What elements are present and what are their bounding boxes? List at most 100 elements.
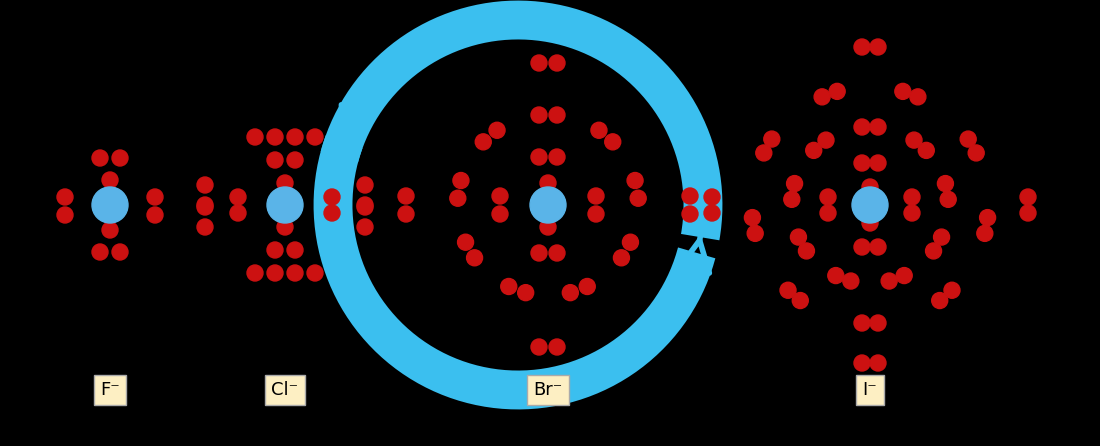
Circle shape [197,199,213,215]
Circle shape [820,205,836,221]
Circle shape [934,229,949,245]
Circle shape [805,142,822,158]
Circle shape [549,55,565,71]
Circle shape [870,119,886,135]
Circle shape [854,39,870,55]
Circle shape [358,177,373,193]
Circle shape [324,205,340,221]
Circle shape [862,215,878,231]
Circle shape [475,134,492,150]
Circle shape [881,273,898,289]
Circle shape [854,315,870,331]
Circle shape [531,107,547,123]
Circle shape [358,197,373,213]
Circle shape [549,339,565,355]
Circle shape [977,225,993,241]
Circle shape [287,242,303,258]
Circle shape [870,315,886,331]
Circle shape [780,282,796,298]
Circle shape [549,245,565,261]
Circle shape [630,190,646,206]
Circle shape [531,245,547,261]
Circle shape [307,129,323,145]
Circle shape [490,122,505,138]
Circle shape [358,219,373,235]
Circle shape [267,152,283,168]
Circle shape [745,210,760,226]
Circle shape [896,268,912,284]
Circle shape [102,172,118,188]
Circle shape [682,188,698,204]
Circle shape [458,234,474,250]
Circle shape [932,293,948,309]
Circle shape [820,189,836,205]
Circle shape [627,173,644,189]
Circle shape [894,83,911,99]
Text: Cl⁻: Cl⁻ [272,381,298,399]
Circle shape [147,189,163,205]
Circle shape [398,206,414,222]
Circle shape [944,282,960,298]
Circle shape [453,173,469,189]
Circle shape [248,265,263,281]
Circle shape [791,229,806,245]
Circle shape [398,188,414,204]
Circle shape [112,150,128,166]
Circle shape [870,239,886,255]
Circle shape [147,207,163,223]
Circle shape [818,132,834,148]
Circle shape [605,134,620,150]
Circle shape [450,190,465,206]
Circle shape [531,339,547,355]
Circle shape [530,187,566,223]
Circle shape [814,89,830,105]
Circle shape [307,265,323,281]
Circle shape [267,129,283,145]
Circle shape [704,189,720,205]
Circle shape [1020,205,1036,221]
Circle shape [763,131,780,147]
Circle shape [925,243,942,259]
Circle shape [230,189,246,205]
Circle shape [786,176,803,192]
Circle shape [197,219,213,235]
Circle shape [92,150,108,166]
Circle shape [549,149,565,165]
Circle shape [57,189,73,205]
Circle shape [277,175,293,191]
Circle shape [588,188,604,204]
Circle shape [358,199,373,215]
Circle shape [614,250,629,266]
Circle shape [747,225,763,241]
Circle shape [854,239,870,255]
Circle shape [1020,189,1036,205]
Circle shape [92,244,108,260]
Circle shape [904,189,920,205]
Circle shape [910,89,926,105]
Circle shape [562,285,579,301]
Circle shape [940,191,956,207]
Circle shape [540,175,556,191]
Circle shape [829,83,845,99]
Circle shape [623,234,638,250]
Circle shape [854,355,870,371]
Circle shape [492,188,508,204]
Circle shape [870,155,886,171]
Circle shape [57,207,73,223]
Circle shape [704,205,720,221]
Circle shape [588,206,604,222]
Circle shape [92,187,128,223]
Circle shape [324,189,340,205]
Circle shape [248,129,263,145]
Circle shape [937,176,954,192]
Circle shape [287,265,303,281]
Text: Br⁻: Br⁻ [534,381,562,399]
Circle shape [466,250,483,266]
Circle shape [756,145,772,161]
Circle shape [267,242,283,258]
Circle shape [531,149,547,165]
Circle shape [197,177,213,193]
Text: F⁻: F⁻ [100,381,120,399]
Circle shape [287,129,303,145]
Circle shape [904,205,920,221]
